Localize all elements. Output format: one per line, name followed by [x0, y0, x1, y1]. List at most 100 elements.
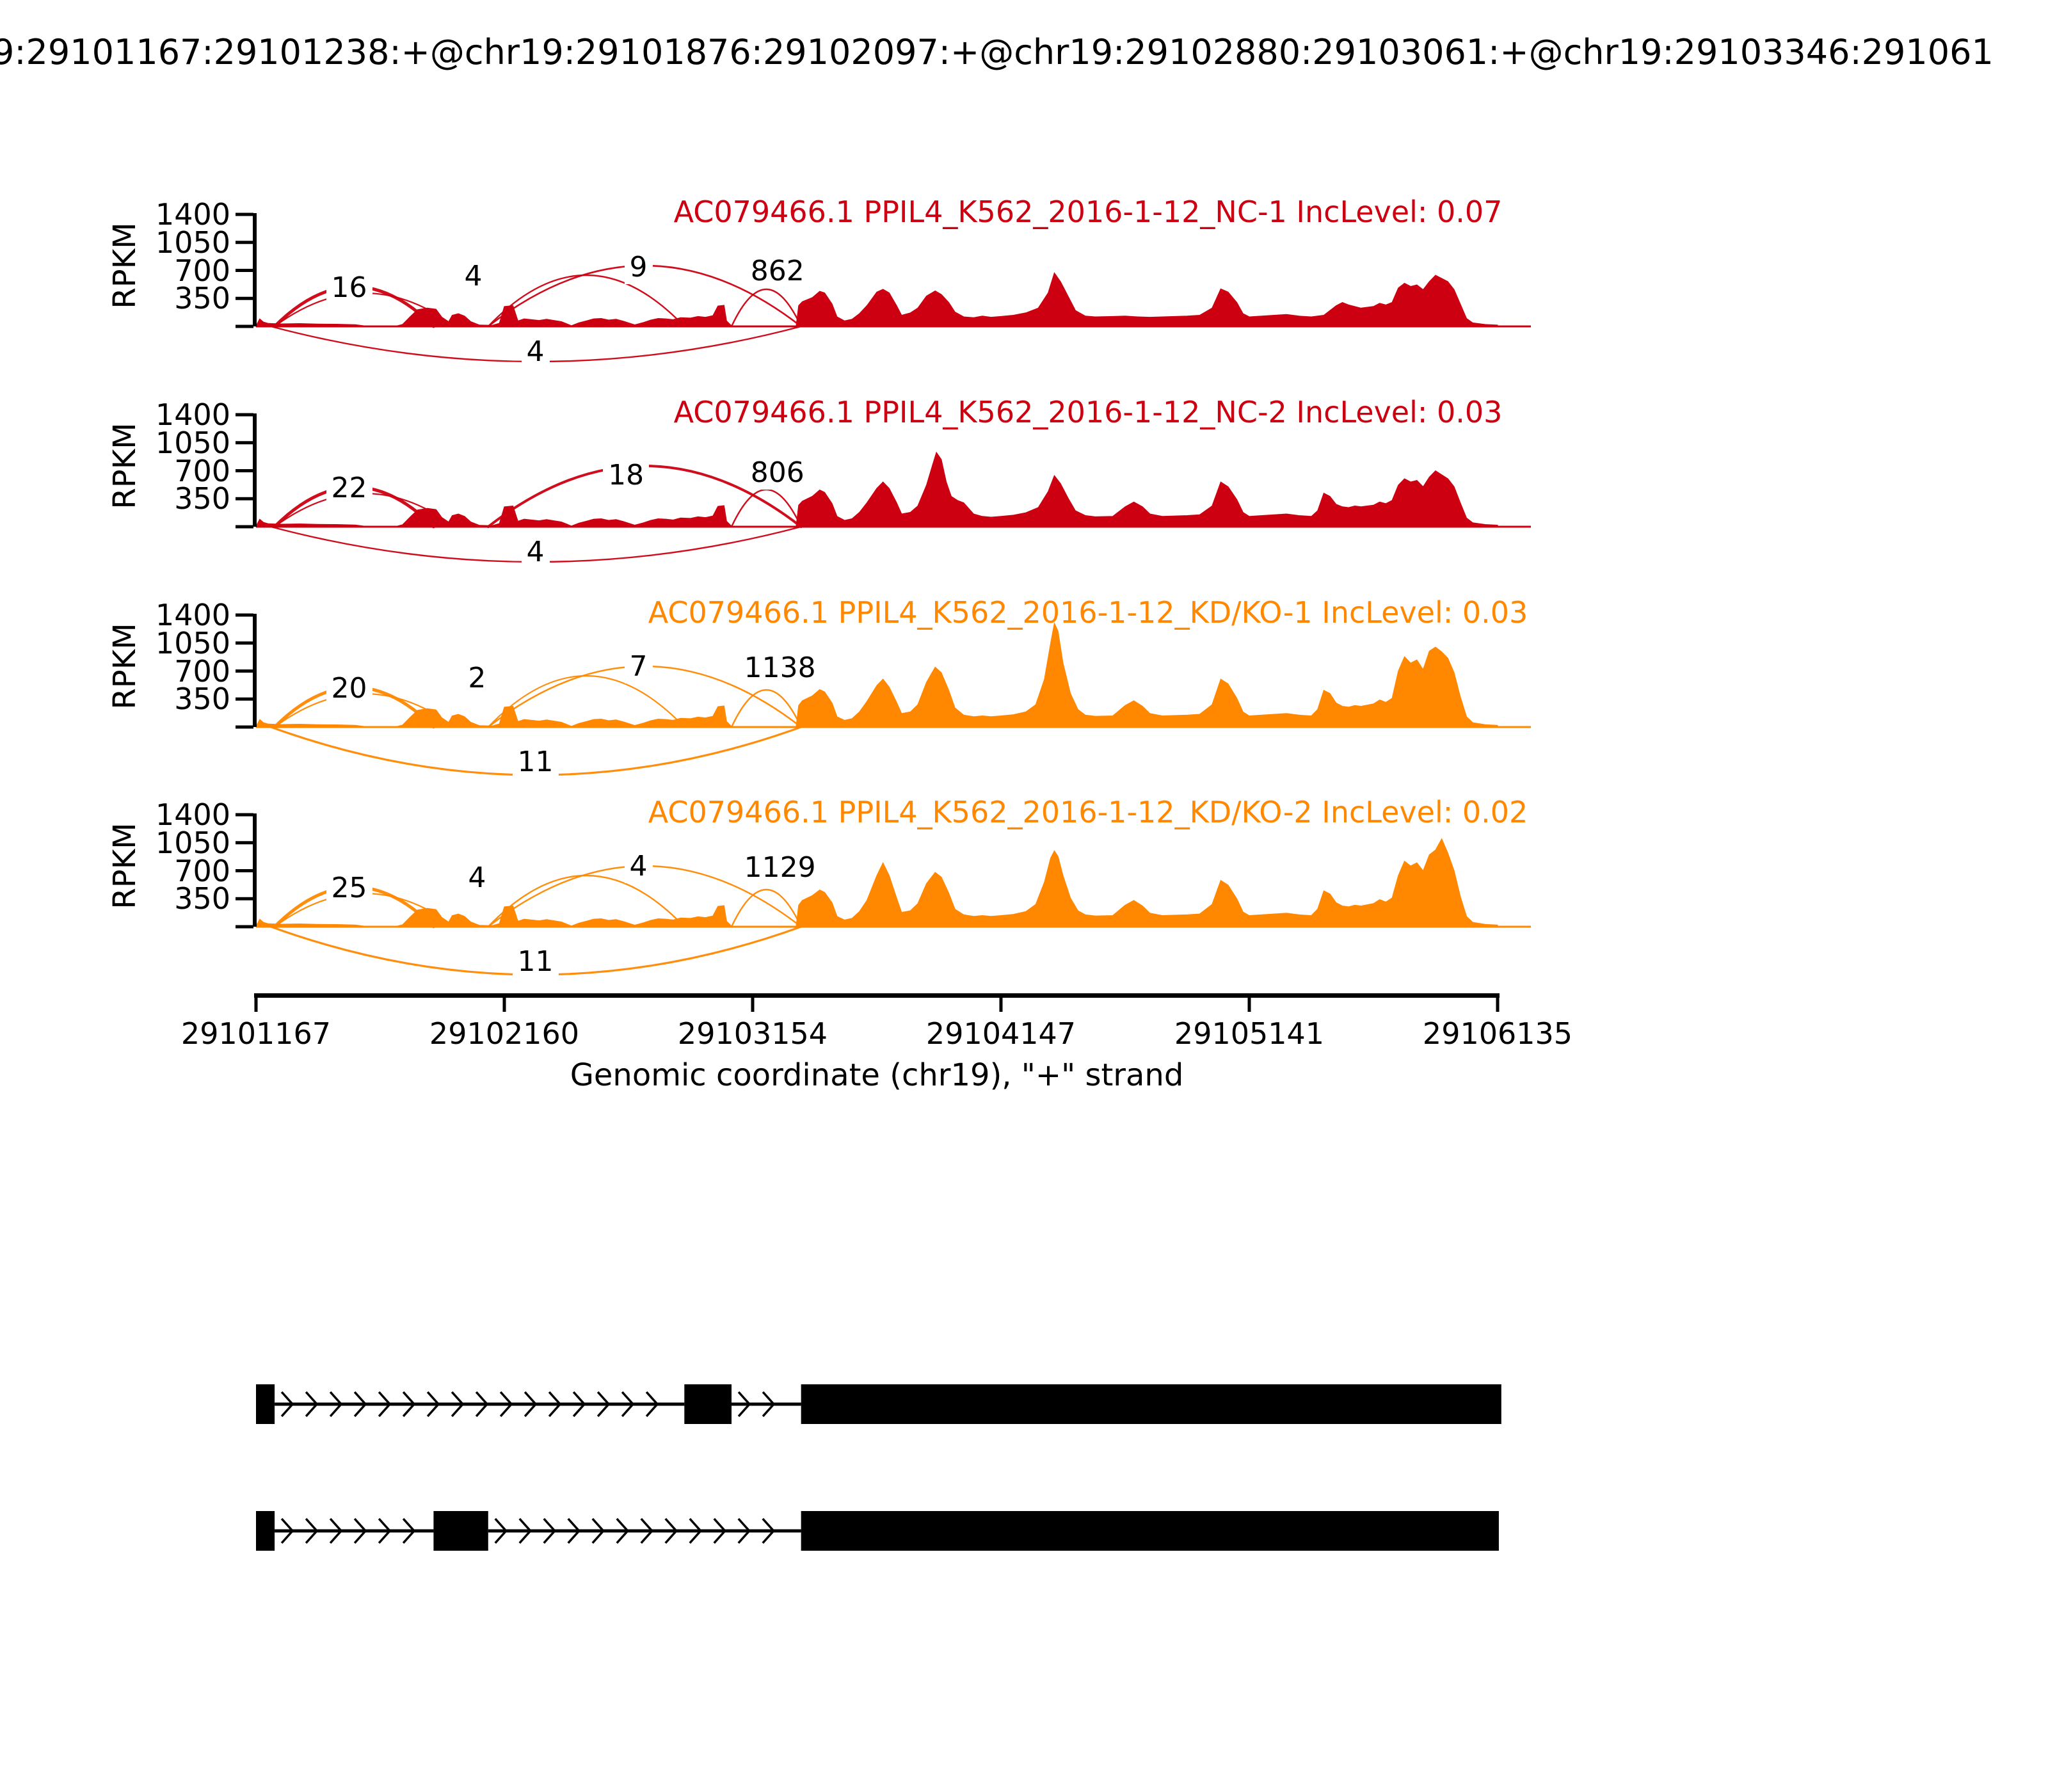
intron-direction-chevron [378, 1517, 392, 1544]
intron-direction-chevron [548, 1391, 562, 1418]
y-axis-tick [236, 413, 253, 417]
junction-count-label: 11 [512, 746, 559, 779]
junction-count-label: 16 [326, 271, 372, 305]
junction-count-label: 4 [624, 850, 653, 883]
intron-direction-chevron [499, 1391, 513, 1418]
intron-direction-chevron [402, 1391, 416, 1418]
junction-arc [487, 874, 685, 928]
intron-direction-chevron [567, 1517, 581, 1544]
junction-count-label: 25 [326, 872, 372, 905]
junction-count-label: 22 [326, 472, 372, 505]
x-tick-label: 29101167 [180, 1016, 332, 1051]
junction-count-label: 20 [326, 672, 372, 705]
intron-direction-chevron [737, 1391, 751, 1418]
track-title-kdko2: AC079466.1 PPIL4_K562_2016-1-12_KD/KO-2 … [648, 795, 1528, 829]
junction-count-label: 1129 [739, 851, 821, 884]
coverage-area-track-2 [255, 621, 1498, 728]
coverage-baseline-track-2 [256, 726, 1531, 728]
y-tick-label: 1400 [155, 197, 230, 232]
track-title-nc1: AC079466.1 PPIL4_K562_2016-1-12_NC-1 Inc… [673, 195, 1503, 229]
junction-count-label: 806 [745, 456, 810, 490]
y-tick-label: 1400 [155, 397, 230, 432]
coverage-area-track-0 [255, 272, 1498, 327]
junction-count-label: 4 [521, 536, 550, 569]
intron-direction-chevron [713, 1517, 727, 1544]
x-axis-tick [1247, 998, 1251, 1012]
y-tick-label: 1050 [155, 825, 230, 860]
exon-box [801, 1384, 1501, 1424]
intron-direction-chevron [543, 1517, 557, 1544]
junction-count-label: 4 [463, 861, 492, 895]
y-axis-tick [236, 613, 253, 617]
intron-direction-chevron [305, 1391, 319, 1418]
y-axis-tick [236, 241, 253, 244]
intron-direction-chevron [305, 1517, 319, 1544]
y-tick-label: 350 [174, 682, 230, 717]
intron-direction-chevron [402, 1517, 416, 1544]
y-tick-label: 700 [174, 253, 230, 288]
intron-direction-chevron [689, 1517, 703, 1544]
y-axis-tick [236, 212, 253, 216]
intron-direction-chevron [494, 1517, 508, 1544]
intron-direction-chevron [640, 1517, 654, 1544]
y-tick-label: 350 [174, 281, 230, 316]
intron-direction-chevron [475, 1391, 489, 1418]
junction-count-label: 862 [745, 255, 810, 288]
junction-count-label: 1138 [739, 652, 821, 685]
junction-arc [730, 889, 802, 928]
y-axis-tick [236, 441, 253, 445]
y-tick-label: 700 [174, 453, 230, 488]
y-tick-label: 700 [174, 653, 230, 689]
coverage-area-track-1 [255, 451, 1498, 527]
junction-count-label: 18 [603, 459, 650, 492]
y-axis-tick [236, 669, 253, 673]
intron-direction-chevron [426, 1391, 440, 1418]
y-tick-label: 350 [174, 881, 230, 916]
y-axis-tick [236, 841, 253, 845]
x-axis-tick [1496, 998, 1500, 1012]
intron-direction-chevron [596, 1391, 611, 1418]
y-axis-spine [253, 614, 257, 727]
junction-count-label: 9 [624, 251, 653, 284]
exon-box [256, 1511, 275, 1551]
intron-direction-chevron [451, 1391, 465, 1418]
intron-direction-chevron [280, 1517, 294, 1544]
y-tick-label: 1050 [155, 425, 230, 460]
y-axis-spine [253, 413, 257, 527]
y-axis-tick [236, 641, 253, 645]
junction-arc [487, 274, 685, 328]
y-axis-tick [236, 324, 253, 328]
junction-count-label: 2 [463, 662, 492, 695]
junction-arc [730, 289, 802, 328]
x-tick-label: 29106135 [1422, 1016, 1573, 1051]
junction-arc [487, 675, 685, 728]
intron-direction-chevron [329, 1391, 343, 1418]
y-axis-spine [253, 213, 257, 326]
event-coordinates-title: 9:29101167:29101238:+@chr19:29101876:291… [0, 32, 1994, 72]
junction-count-label: 4 [459, 260, 488, 293]
y-axis-tick [236, 925, 253, 929]
y-axis-tick [236, 269, 253, 272]
exon-box [684, 1384, 732, 1424]
intron-direction-chevron [524, 1391, 538, 1418]
track-title-kdko1: AC079466.1 PPIL4_K562_2016-1-12_KD/KO-1 … [648, 595, 1528, 630]
intron-direction-chevron [353, 1517, 367, 1544]
intron-line [275, 1402, 685, 1406]
y-tick-label: 1050 [155, 225, 230, 260]
y-axis-tick [236, 725, 253, 729]
intron-direction-chevron [518, 1517, 532, 1544]
junction-arc [730, 689, 802, 728]
y-tick-label: 1400 [155, 797, 230, 832]
y-tick-label: 350 [174, 481, 230, 516]
y-tick-label: 1400 [155, 598, 230, 632]
junction-count-label: 7 [624, 650, 653, 684]
intron-direction-chevron [616, 1517, 630, 1544]
x-axis-line [254, 993, 1500, 998]
junction-count-label: 4 [521, 335, 550, 369]
intron-direction-chevron [572, 1391, 586, 1418]
intron-line [732, 1402, 801, 1406]
coverage-baseline-track-1 [256, 525, 1531, 528]
x-axis-label: Genomic coordinate (chr19), "+" strand [570, 1057, 1184, 1093]
x-axis-tick [502, 998, 506, 1012]
